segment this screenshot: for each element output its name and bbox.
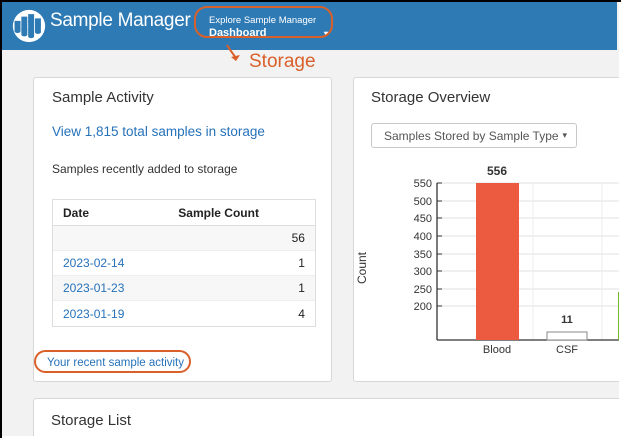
svg-text:350: 350: [414, 249, 432, 261]
svg-text:CSF: CSF: [556, 344, 578, 356]
svg-text:Count: Count: [355, 251, 369, 284]
svg-text:500: 500: [414, 196, 432, 208]
svg-text:556: 556: [487, 164, 507, 178]
svg-text:550: 550: [414, 178, 432, 190]
svg-text:250: 250: [414, 284, 432, 296]
svg-text:300: 300: [414, 266, 432, 278]
svg-text:450: 450: [414, 213, 432, 225]
svg-text:200: 200: [414, 301, 432, 313]
svg-text:11: 11: [561, 314, 573, 326]
svg-text:Blood: Blood: [483, 344, 511, 356]
svg-text:400: 400: [414, 231, 432, 243]
